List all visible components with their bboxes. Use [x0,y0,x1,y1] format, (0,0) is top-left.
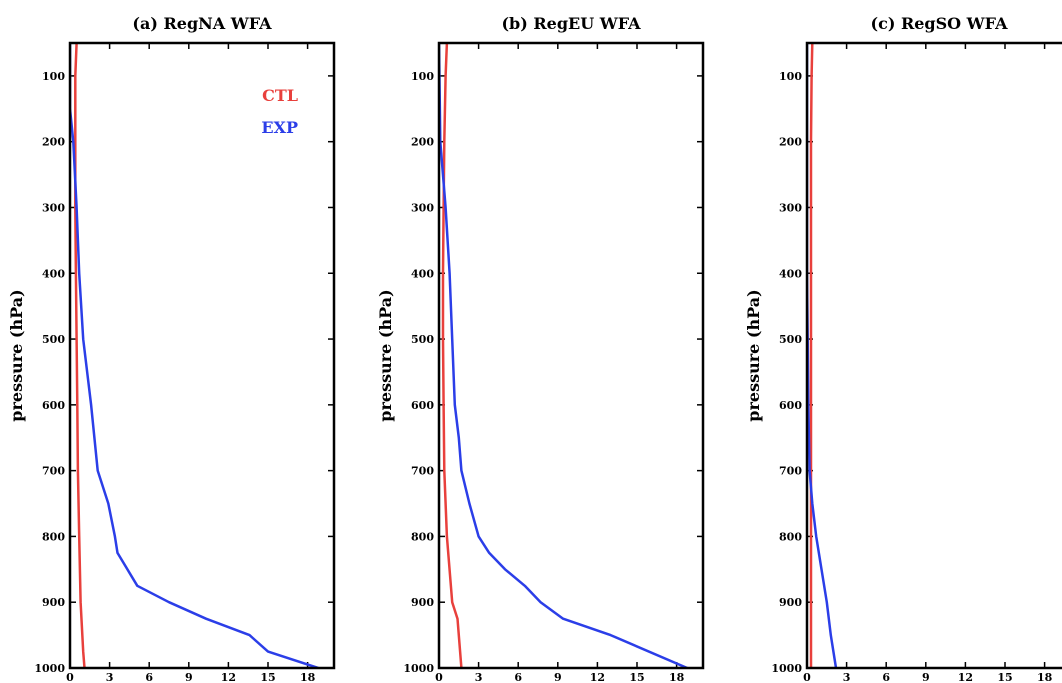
plot-frame [805,41,1062,670]
y-tick-label: 900 [42,596,65,609]
y-tick-label: 600 [779,399,802,412]
series-line-exp [70,43,319,668]
y-tick-label: 300 [42,201,65,214]
panel-title: (b) RegEU WFA [501,14,641,33]
x-tick-label: 9 [554,671,562,683]
panel-2: (b) RegEU WFA pressure (hPa) 100 200 300 400 5… [376,14,705,683]
y-tick-label: 600 [411,399,434,412]
x-tick-label: 12 [590,671,605,683]
y-tick-label: 800 [779,530,802,543]
y-tick-label: 700 [779,465,802,478]
series-line-exp [807,43,838,668]
plot-frame [437,41,705,670]
x-tick-label: 3 [106,671,114,683]
plot-frame [68,41,336,670]
x-tick-label: 18 [1037,671,1053,683]
y-tick-label: 1000 [771,662,802,675]
legend-entry-ctl: CTL [262,86,298,105]
x-tick-label: 12 [221,671,236,683]
y-tick-label: 800 [42,530,65,543]
y-tick-label: 500 [779,333,802,346]
panel-1: (a) RegNA WFA pressure (hPa) 100 200 300 400 5… [7,14,336,683]
y-tick-label: 700 [42,465,65,478]
x-tick-label: 15 [997,671,1012,683]
panel-title: (a) RegNA WFA [132,14,272,33]
legend-entry-exp: EXP [261,118,298,137]
x-tick-label: 18 [669,671,685,683]
y-tick-label: 100 [411,70,434,83]
series-line-ctl [441,43,463,668]
x-tick-label: 9 [185,671,193,683]
y-axis-label: pressure (hPa) [744,289,763,421]
x-tick-label: 6 [514,671,522,683]
y-tick-label: 900 [411,596,434,609]
y-axis-label: pressure (hPa) [7,289,26,421]
panel-3: (c) RegSO WFA pressure (hPa) 100 200 300 400 5… [744,14,1062,683]
y-tick-label: 500 [42,333,65,346]
x-tick-label: 3 [843,671,851,683]
y-tick-label: 200 [779,136,802,149]
y-tick-label: 400 [42,267,65,280]
y-tick-label: 800 [411,530,434,543]
series-line-ctl [809,43,814,668]
panel-title: (c) RegSO WFA [871,14,1009,33]
x-tick-label: 12 [958,671,973,683]
y-axis-label: pressure (hPa) [376,289,395,421]
x-tick-label: 0 [66,671,74,683]
x-tick-label: 0 [803,671,811,683]
y-tick-label: 400 [411,267,434,280]
x-tick-label: 15 [629,671,644,683]
x-tick-label: 6 [145,671,153,683]
x-tick-label: 15 [260,671,275,683]
y-tick-label: 900 [779,596,802,609]
y-tick-label: 200 [42,136,65,149]
x-tick-label: 9 [922,671,930,683]
y-tick-label: 1000 [403,662,434,675]
series-line-exp [439,43,688,668]
x-tick-label: 6 [882,671,890,683]
y-tick-label: 300 [779,201,802,214]
series-line-ctl [74,43,86,668]
y-tick-label: 700 [411,465,434,478]
x-tick-label: 3 [475,671,483,683]
x-tick-label: 18 [300,671,316,683]
y-tick-label: 200 [411,136,434,149]
y-tick-label: 1000 [34,662,65,675]
y-tick-label: 100 [42,70,65,83]
y-tick-label: 600 [42,399,65,412]
x-tick-label: 0 [435,671,443,683]
y-tick-label: 300 [411,201,434,214]
y-tick-label: 500 [411,333,434,346]
y-tick-label: 100 [779,70,802,83]
y-tick-label: 400 [779,267,802,280]
